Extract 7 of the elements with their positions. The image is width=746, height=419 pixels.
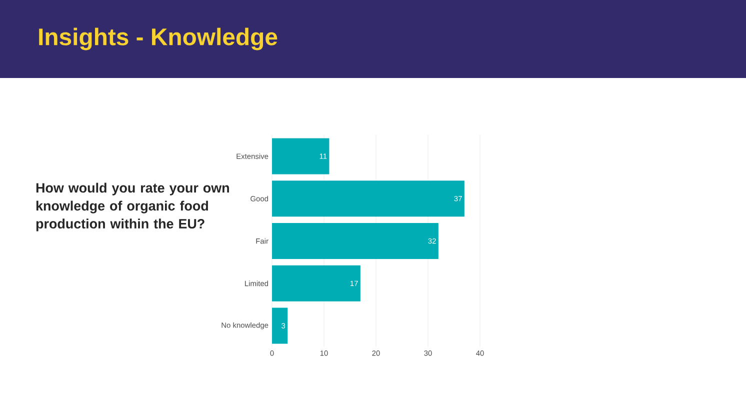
text: How would you rate your own knowledge of organic food production within the EU? <box>36 182 229 232</box>
bar <box>272 138 330 174</box>
chart-title: Insights - Knowledge <box>39 28 278 50</box>
bar <box>272 265 360 302</box>
bar <box>272 223 438 260</box>
bar <box>272 308 288 344</box>
bar <box>272 180 464 217</box>
